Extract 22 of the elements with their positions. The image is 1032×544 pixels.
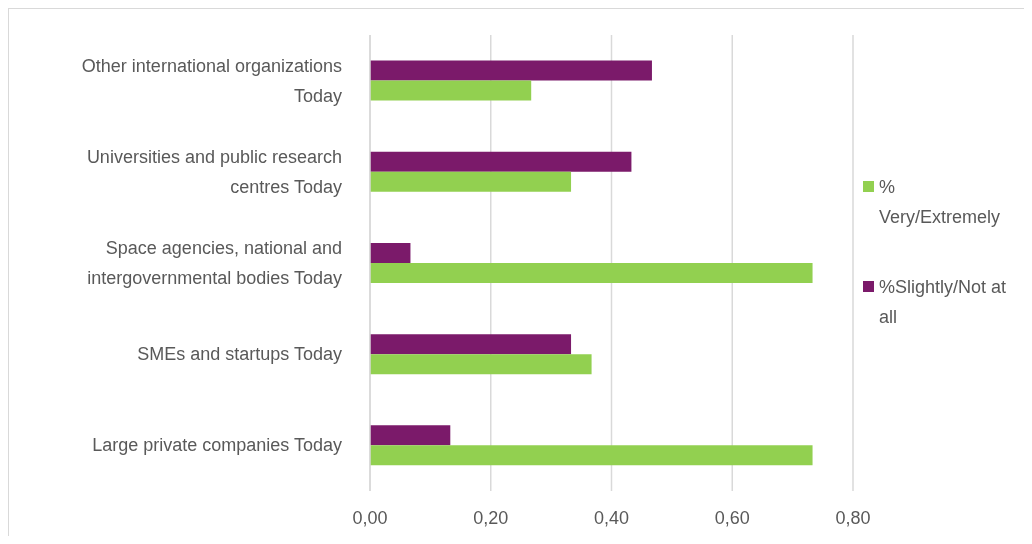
x-tick-label: 0,20 [473, 507, 509, 528]
bar [370, 151, 632, 172]
legend-label: % Very/Extremely [879, 176, 1002, 229]
bar [370, 425, 451, 446]
y-tick-label: Other international organizations Today [81, 55, 342, 106]
x-tick-label: 0,40 [593, 507, 630, 528]
bar [370, 80, 532, 101]
y-tick-label: Large private companies Today [92, 435, 342, 456]
bar [370, 445, 813, 466]
bar [370, 354, 592, 375]
y-tick-label: SMEs and startups Today [137, 344, 342, 365]
y-tick-label: Space agencies, national and intergovernmental bodies Today [87, 238, 342, 288]
bar [370, 60, 652, 81]
y-tick-label: Universities and public research centres Today [86, 146, 342, 197]
legend-label: %Slightly/Not at all [879, 276, 1008, 329]
bar [370, 242, 411, 263]
x-tick-label: 0,60 [714, 507, 750, 528]
x-tick-label: 0,00 [352, 507, 388, 528]
bar [370, 334, 572, 355]
bar [370, 171, 572, 192]
bar [370, 262, 813, 283]
x-tick-label: 0,80 [835, 507, 871, 528]
